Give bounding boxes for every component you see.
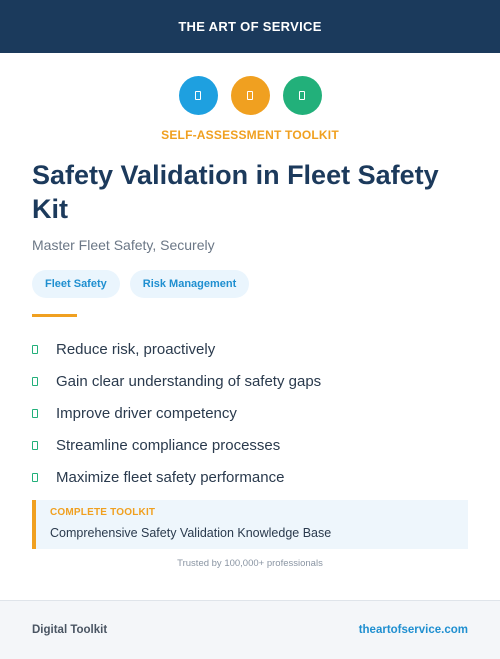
checklist-glyph [299,91,305,100]
trusted-note: Trusted by 100,000+ professionals [177,558,323,569]
list-item: Streamline compliance processes [32,429,321,461]
toolkit-kicker: SELF-ASSESSMENT TOOLKIT [161,128,339,142]
benefit-text: Maximize fleet safety performance [56,468,285,486]
check-icon [32,408,38,418]
tag-fleet-safety[interactable]: Fleet Safety [32,270,120,298]
icon-row [0,76,500,115]
tool-icon [178,76,218,115]
list-item: Reduce risk, proactively [32,333,321,365]
list-item: Maximize fleet safety performance [32,461,321,493]
website-link[interactable]: theartofservice.com [358,624,468,636]
check-icon [32,376,38,386]
callout-text: Comprehensive Safety Validation Knowledg… [50,526,332,540]
callout-kicker: COMPLETE TOOLKIT [50,507,156,518]
tag-risk-management[interactable]: Risk Management [129,270,250,298]
check-icon [32,344,38,354]
checklist-icon [282,76,322,115]
tool-glyph [195,91,201,100]
list-item: Gain clear understanding of safety gaps [32,365,321,397]
page-subtitle: Master Fleet Safety, Securely [32,237,215,253]
header-bar: THE ART OF SERVICE [0,0,500,53]
toolkit-callout: COMPLETE TOOLKIT Comprehensive Safety Va… [32,500,468,549]
document-icon [230,76,270,115]
benefit-list: Reduce risk, proactively Gain clear unde… [32,333,321,493]
benefit-text: Reduce risk, proactively [56,340,216,358]
benefit-text: Gain clear understanding of safety gaps [56,372,322,390]
benefit-text: Streamline compliance processes [56,436,281,454]
footer-label: Digital Toolkit [32,624,108,636]
page-title: Safety Validation in Fleet Safety Kit [32,160,439,224]
footer-bar: Digital Toolkit theartofservice.com [0,600,500,659]
benefit-text: Improve driver competency [56,404,237,422]
check-icon [32,440,38,450]
accent-divider [32,314,77,317]
brand-name: THE ART OF SERVICE [178,19,322,34]
check-icon [32,472,38,482]
list-item: Improve driver competency [32,397,321,429]
document-glyph [247,91,253,100]
tag-list: Fleet Safety Risk Management [32,270,250,298]
